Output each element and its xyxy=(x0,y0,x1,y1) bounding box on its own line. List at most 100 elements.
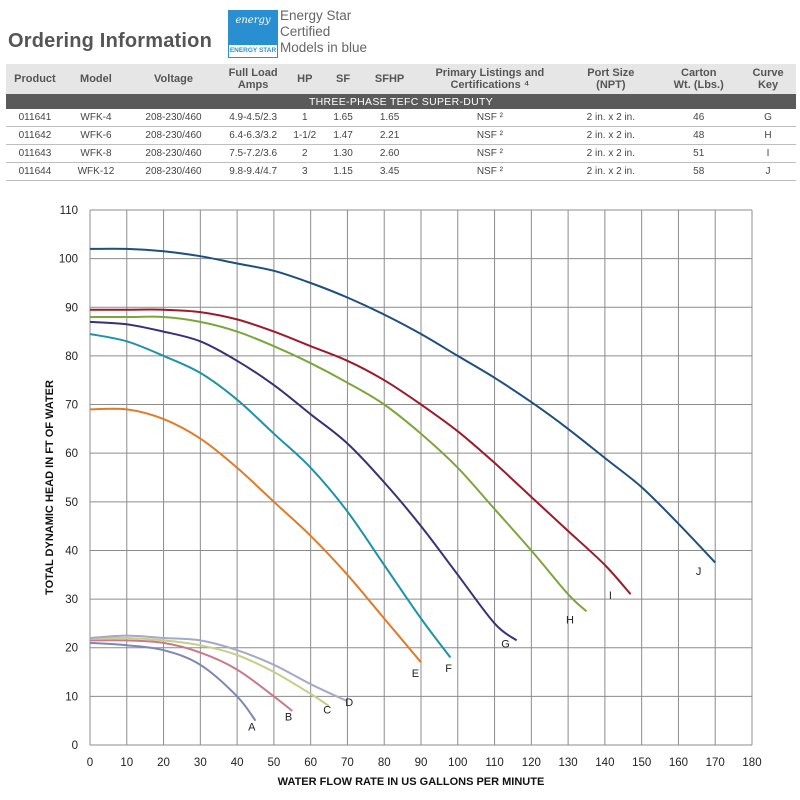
column-header: Model xyxy=(63,64,128,94)
y-tick-label: 10 xyxy=(65,691,78,703)
y-tick-label: 30 xyxy=(65,594,78,606)
table-cell: 1.65 xyxy=(363,109,416,127)
table-cell: 2 xyxy=(287,144,323,163)
column-header: Primary Listings and Certifications ⁴ xyxy=(415,64,565,94)
y-tick-label: 20 xyxy=(65,643,78,655)
table-cell: 208-230/460 xyxy=(128,162,219,181)
x-tick-label: 110 xyxy=(485,757,503,769)
table-cell: WFK-6 xyxy=(63,126,128,145)
table-cell: 011643 xyxy=(6,144,64,163)
table-cell: 4.9-4.5/2.3 xyxy=(218,109,288,127)
ordering-table: Product Model Voltage Full Load Amps HP SF SFHP… xyxy=(6,64,796,181)
y-tick-label: 110 xyxy=(60,205,78,217)
series-line-E xyxy=(89,407,422,663)
curve-label: F xyxy=(445,663,452,675)
curve-label: I xyxy=(609,590,612,602)
column-header: Full Load Amps xyxy=(218,64,288,94)
table-cell: 1.30 xyxy=(322,144,364,163)
energy-star-logo: energy ENERGY STAR xyxy=(228,10,278,58)
x-tick-label: 20 xyxy=(157,757,170,769)
curve-label: E xyxy=(412,668,419,680)
x-tick-label: 170 xyxy=(706,757,725,769)
x-tick-label: 0 xyxy=(87,757,93,769)
x-tick-label: 10 xyxy=(120,757,133,769)
y-tick-label: 70 xyxy=(65,400,78,412)
curve-label: J xyxy=(696,566,702,578)
x-tick-label: 90 xyxy=(415,757,428,769)
column-header: Product xyxy=(6,64,64,94)
y-tick-label: 100 xyxy=(59,254,78,266)
x-tick-label: 140 xyxy=(595,757,614,769)
page-title: Ordering Information xyxy=(8,30,212,52)
y-tick-label: 0 xyxy=(72,740,78,752)
table-cell: 46 xyxy=(657,109,741,127)
series-line-A xyxy=(89,641,257,722)
curve-label: D xyxy=(345,697,353,709)
x-tick-label: 130 xyxy=(559,757,578,769)
table-cell: 3.45 xyxy=(363,162,416,181)
column-header: Carton Wt. (Lbs.) xyxy=(657,64,741,94)
table-cell: 3 xyxy=(287,162,323,181)
table-cell: 1 xyxy=(287,109,323,127)
table-cell: 48 xyxy=(657,126,741,145)
y-tick-label: 90 xyxy=(65,302,78,314)
x-tick-label: 60 xyxy=(304,757,317,769)
table-cell: 011642 xyxy=(6,126,64,145)
pump-curve-chart: 0 10 20 30 40 50 60 70 80 90 100 110 120 130 140 150 160… xyxy=(44,205,762,788)
table-cell: 011641 xyxy=(6,109,64,127)
series-line-D xyxy=(89,634,348,703)
column-header: Port Size (NPT) xyxy=(564,64,658,94)
table-cell: 6.4-6.3/3.2 xyxy=(218,126,288,145)
x-tick-label: 100 xyxy=(448,757,467,769)
table-cell: 011644 xyxy=(6,162,64,181)
table-cell: 2 in. x 2 in. xyxy=(564,144,658,163)
table-cell: 1-1/2 xyxy=(287,126,323,145)
y-axis-title: TOTAL DYNAMIC HEAD IN FT OF WATER xyxy=(44,380,56,595)
energy-star-logo-script: energy xyxy=(235,15,271,26)
x-tick-label: 80 xyxy=(378,757,391,769)
y-tick-label: 50 xyxy=(65,497,78,509)
curve-label: B xyxy=(285,712,292,724)
table-cell: 7.5-7.2/3.6 xyxy=(218,144,288,163)
column-header: Voltage xyxy=(128,64,219,94)
series-line-F xyxy=(89,333,452,659)
x-tick-label: 160 xyxy=(669,757,688,769)
table-cell: 208-230/460 xyxy=(128,109,219,127)
energy-star-note-line: Energy Star xyxy=(280,8,352,23)
table-header-row: Product Model Voltage Full Load Amps HP SF SFHP… xyxy=(6,64,796,94)
table-cell: 1.15 xyxy=(322,162,364,181)
series-line-G xyxy=(89,320,518,642)
x-tick-label: 70 xyxy=(341,757,354,769)
table-cell: NSF ² xyxy=(415,109,565,127)
table-cell: J xyxy=(740,162,796,181)
curve-label: H xyxy=(566,614,574,626)
energy-star-logo-wordmark: ENERGY STAR xyxy=(229,45,277,57)
table-row: 011641 WFK-4 208-230/460 4.9-4.5/2.3 1 1.65 1.… xyxy=(6,109,796,127)
y-tick-label: 40 xyxy=(65,545,78,557)
column-header: HP xyxy=(287,64,323,94)
table-row: 011642 WFK-6 208-230/460 6.4-6.3/3.2 1-1/2 1.… xyxy=(6,126,796,145)
y-tick-label: 60 xyxy=(65,448,78,460)
energy-star-note: Energy Star Certified Models in blue xyxy=(280,8,367,56)
energy-star-note-line: Models in blue xyxy=(280,40,368,55)
x-axis-title: WATER FLOW RATE IN US GALLONS PER MINUTE xyxy=(278,776,545,788)
x-tick-label: 180 xyxy=(742,757,761,769)
series-line-J xyxy=(89,247,716,564)
table-row: 011643 WFK-8 208-230/460 7.5-7.2/3.6 2 1.30 2.… xyxy=(6,144,796,163)
table-cell: H xyxy=(740,126,796,145)
table-cell: 2 in. x 2 in. xyxy=(564,109,658,127)
curve-label: A xyxy=(248,721,256,733)
table-cell: 208-230/460 xyxy=(128,126,219,145)
table-band: THREE-PHASE TEFC SUPER-DUTY xyxy=(6,94,796,109)
table-row: 011644 WFK-12 208-230/460 9.8-9.4/4.7 3 1.15 3… xyxy=(6,162,796,181)
x-tick-label: 50 xyxy=(267,757,280,769)
table-cell: NSF ² xyxy=(415,162,565,181)
table-cell: I xyxy=(740,144,796,163)
table-cell: 1.65 xyxy=(322,109,364,127)
table-band-row: THREE-PHASE TEFC SUPER-DUTY xyxy=(6,94,796,109)
table-cell: NSF ² xyxy=(415,126,565,145)
series-line-C xyxy=(89,636,330,707)
table-cell: 1.47 xyxy=(322,126,364,145)
series-line-I xyxy=(90,308,632,595)
table-cell: WFK-8 xyxy=(63,144,128,163)
